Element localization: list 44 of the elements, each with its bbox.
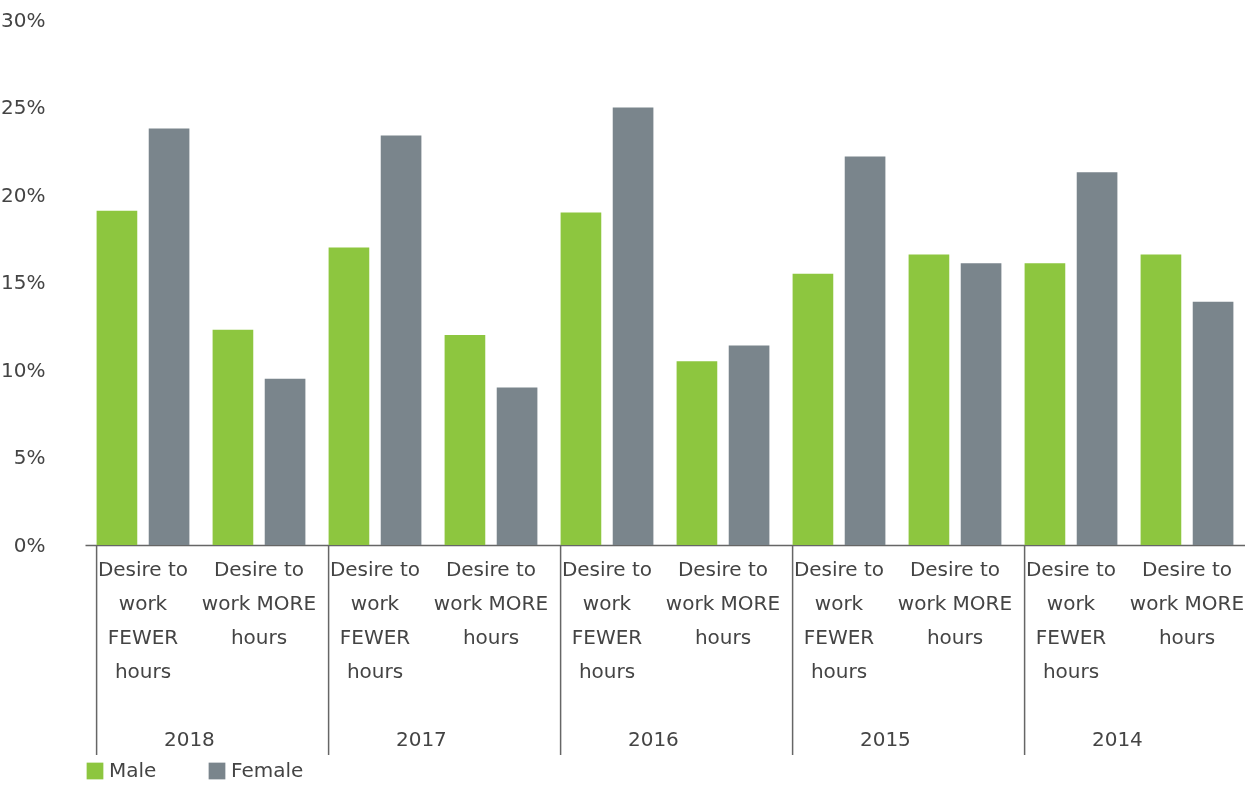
text: 2016 [627,727,679,751]
x-tick-label: Desire to work MORE hours [897,556,1013,649]
y-tick-label: 0% [13,532,46,557]
bar [1024,263,1066,545]
bar [844,156,886,545]
bar [676,361,718,545]
text: 2018 [163,727,215,751]
y-tick-label: 10% [1,357,46,382]
legend-label: Female [231,758,304,782]
legend-label: Male [109,758,157,782]
bar [612,107,654,545]
bar [212,329,254,545]
x-tick-label: Desire to work MORE hours [201,556,317,649]
bar [728,345,770,545]
x-tick-label: Desire to work MORE hours [1129,556,1245,649]
bar [380,135,422,545]
bar [560,212,602,545]
text: 2014 [1091,727,1143,751]
x-tick-label: Desire to work MORE hours [433,556,549,649]
x-tick-label: Desire to work FEWER hours [329,556,421,683]
bar [1140,254,1182,545]
bar [148,128,190,545]
y-tick-label: 20% [1,182,46,207]
text: 2017 [395,727,447,751]
y-tick-label: 30% [1,7,46,32]
y-tick-label: 25% [1,95,46,119]
x-tick-label: Desire to work FEWER hours [97,556,189,683]
bar [1076,172,1118,545]
bar [328,247,370,545]
x-tick-label: Desire to work MORE hours [665,556,781,649]
bar [960,263,1002,545]
y-tick-label: 5% [13,445,46,469]
text: 2015 [859,727,911,751]
bar [908,254,950,545]
bar [792,273,834,545]
bar [264,378,306,545]
bar [96,210,138,545]
x-tick-label: Desire to work FEWER hours [793,556,885,683]
x-tick-label: Desire to work FEWER hours [1025,556,1117,683]
bar [496,387,538,545]
bar [1192,301,1234,545]
y-tick-label: 15% [1,270,46,294]
x-tick-label: Desire to work FEWER hours [561,556,653,683]
bar [444,335,486,545]
